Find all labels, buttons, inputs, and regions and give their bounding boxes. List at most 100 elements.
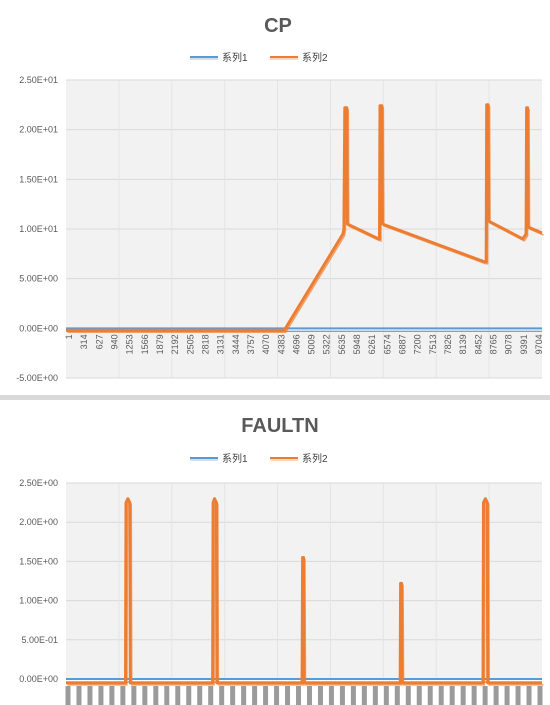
chart-panel-cp[interactable]: CP 系列1 系列2 2.50E+01 2.00E+01 1.50E+01 1.00E+01… [0,0,550,395]
x-tick-label-mark [306,686,312,705]
y-tick-label: 5.00E+00 [19,274,58,284]
x-tick-label: 7513 [428,334,438,354]
legend-label-series1: 系列1 [222,452,248,465]
x-tick-label-mark [526,686,532,705]
x-tick-label-mark [416,686,422,705]
y-tick-label: 2.00E+00 [19,517,58,527]
x-tick-label-mark [153,686,159,705]
y-tick-label: 1.00E+01 [19,224,58,234]
x-tick-label: 5322 [322,334,332,354]
x-tick-label-mark [142,686,148,705]
x-tick-label: 3757 [246,334,256,354]
x-tick-label-mark [120,686,126,705]
x-tick-label-mark [482,686,488,705]
legend-label-series2: 系列2 [302,51,328,64]
series2-path-band [67,106,544,334]
x-tick-label: 8452 [473,334,483,354]
x-tick-label-mark [208,686,214,705]
x-tick-label-mark [87,686,93,705]
x-tick-label-mark [504,686,510,705]
legend-label-series1: 系列1 [222,51,248,64]
x-tick-label-mark [471,686,477,705]
faultn-chart-svg: FAULTN 系列1 系列2 2.50E+00 2.00E+00 1.50E+00 1.00… [19,415,544,705]
x-tick-label: 7200 [413,334,423,354]
x-tick-label-mark [361,686,367,705]
x-tick-label-mark [241,686,247,705]
cp-chart-svg: CP 系列1 系列2 2.50E+01 2.00E+01 1.50E+01 1.00E+01… [16,15,544,383]
x-tick-label: 627 [94,334,104,349]
x-tick-label-mark [164,686,170,705]
x-tick-label-mark [317,686,323,705]
y-tick-label: 0.00E+00 [19,323,58,333]
x-tick-label-mark [175,686,181,705]
x-tick-label-mark [65,686,71,705]
x-tick-label: 7826 [443,334,453,354]
x-tick-label-mark [131,686,137,705]
legend-label-series2: 系列2 [302,452,328,465]
x-tick-label-mark [339,686,345,705]
x-tick-label-mark [493,686,499,705]
x-tick-label: 5948 [352,334,362,354]
y-tick-label: 1.00E+00 [19,596,58,606]
series2-path-band [67,498,544,686]
chart-panel-faultn[interactable]: FAULTN 系列1 系列2 2.50E+00 2.00E+00 1.50E+00 1.00… [0,400,550,705]
x-tick-label: 4070 [261,334,271,354]
x-tick-label: 9078 [504,334,514,354]
legend: 系列1 系列2 [190,452,328,465]
x-tick-label-mark [285,686,291,705]
x-tick-label: 8139 [458,334,468,354]
y-tick-label: 1.50E+01 [19,174,58,184]
x-tick-label: 2192 [170,334,180,354]
x-tick-label: 9391 [519,334,529,354]
x-tick-label-mark [449,686,455,705]
y-tick-label: 1.50E+00 [19,556,58,566]
x-tick-label-mark [427,686,433,705]
x-tick-label-mark [372,686,378,705]
x-tick-label: 6574 [382,334,392,354]
x-tick-label: 1879 [155,334,165,354]
x-tick-label-mark [230,686,236,705]
x-tick-label-mark [394,686,400,705]
x-tick-label-mark [438,686,444,705]
x-tick-label: 2505 [185,334,195,354]
y-tick-label: 2.50E+01 [19,75,58,85]
y-tick-label: 0.00E+00 [19,674,58,684]
x-tick-label: 1566 [140,334,150,354]
y-tick-label: 2.50E+00 [19,478,58,488]
x-tick-label: 6887 [398,334,408,354]
x-tick-label: 3444 [231,334,241,354]
chart-title: FAULTN [241,415,318,437]
x-tick-label-mark [350,686,356,705]
x-tick-label: 314 [79,334,89,349]
panel-divider [0,395,550,400]
x-tick-label: 5009 [307,334,317,354]
x-tick-label: 1 [64,334,74,339]
x-tick-label-mark [109,686,115,705]
x-tick-label: 1253 [125,334,135,354]
series2-line [66,103,544,334]
x-tick-label-mark [197,686,203,705]
x-tick-label: 6261 [367,334,377,354]
x-tick-label-mark [405,686,411,705]
x-tick-label-mark [219,686,225,705]
x-tick-label: 4383 [276,334,286,354]
x-tick-label-mark [263,686,269,705]
y-tick-label: -5.00E+00 [16,373,58,383]
x-tick-label-mark [274,686,280,705]
x-tick-label-mark [328,686,334,705]
x-tick-label-mark [186,686,192,705]
x-tick-label: 3131 [216,334,226,354]
x-tick-label-mark [76,686,82,705]
x-tick-label-mark [383,686,389,705]
x-tick-label-mark [460,686,466,705]
x-tick-label: 9704 [534,334,544,354]
series2-line [66,497,544,686]
x-tick-label: 4696 [291,334,301,354]
y-tick-label: 2.00E+01 [19,125,58,135]
x-tick-label-mark [252,686,258,705]
y-tick-label: 5.00E-01 [21,635,58,645]
x-tick-label: 8765 [489,334,499,354]
x-tick-label: 940 [109,334,119,349]
x-tick-label: 5635 [337,334,347,354]
series2-path [66,103,543,332]
